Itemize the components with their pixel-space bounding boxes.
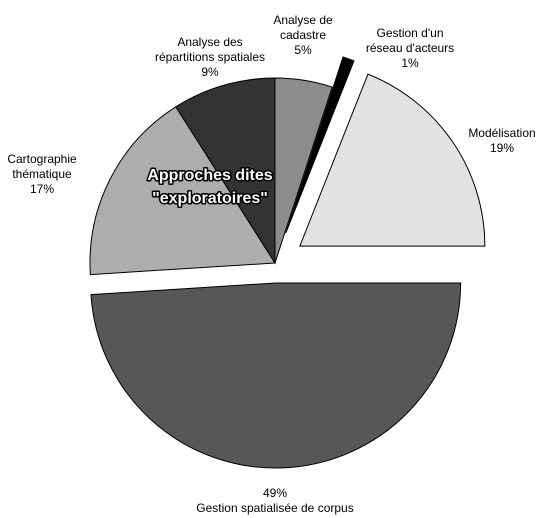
category-label: Analyse de — [273, 13, 333, 27]
pie-slice — [299, 73, 486, 247]
category-label: répartitions spatiales — [155, 50, 265, 64]
value-label: 17% — [30, 182, 54, 196]
value-label: 5% — [294, 43, 312, 57]
pie-slice — [89, 106, 276, 276]
value-label: 19% — [490, 141, 514, 155]
category-label: Cartographie — [7, 152, 77, 166]
value-label: 9% — [201, 65, 219, 79]
category-label: thématique — [12, 167, 72, 181]
category-label: Gestion d'un — [376, 26, 443, 40]
slices — [89, 56, 486, 469]
category-label: Analyse des — [177, 35, 242, 49]
value-label: 49% — [263, 486, 287, 500]
annotation: "exploratoires" — [152, 190, 268, 207]
value-label: 1% — [401, 56, 419, 70]
category-label: Modélisation — [468, 126, 535, 140]
annotation: Approches dites — [147, 167, 272, 184]
pie-slice — [90, 282, 462, 469]
pie-slice — [285, 56, 355, 234]
category-label: Gestion spatialisée de corpus — [196, 501, 353, 515]
category-label: cadastre — [280, 28, 326, 42]
category-label: réseau d'acteurs — [366, 41, 454, 55]
pie-slice — [175, 77, 276, 265]
